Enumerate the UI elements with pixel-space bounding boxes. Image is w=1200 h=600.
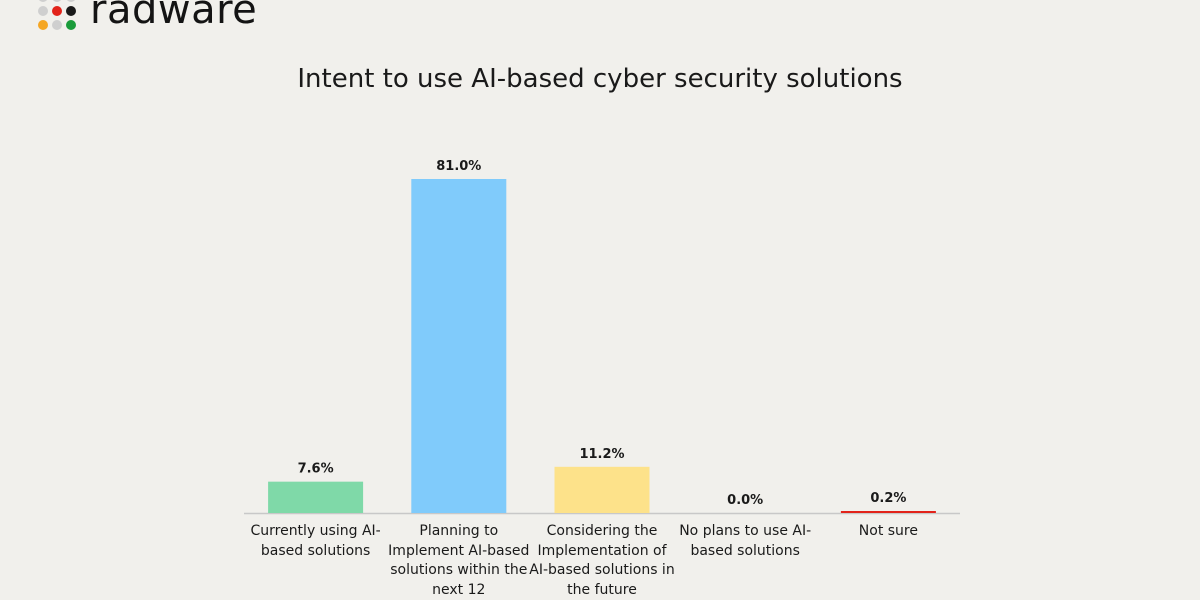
logo-dot (52, 20, 62, 30)
logo-dot (66, 20, 76, 30)
chart-title: Intent to use AI-based cyber security so… (297, 64, 903, 94)
data-label: 0.2% (870, 491, 906, 506)
logo-dot (66, 6, 76, 16)
brand-name: radware (90, 0, 258, 33)
data-label: 0.0% (727, 493, 763, 508)
logo-dot (52, 6, 62, 16)
logo-dots-icon (38, 0, 76, 30)
data-label: 81.0% (436, 159, 481, 174)
category-label: No plans to use AI-based solutions (679, 523, 812, 559)
logo-dot (39, 0, 47, 2)
category-label: Not sure (858, 523, 918, 539)
category-label: Currently using AI-based solutions (250, 523, 381, 559)
logo-dot (67, 0, 75, 2)
category-label: Planning to Implement AI-based solutions… (388, 523, 530, 598)
logo-dot (38, 6, 48, 16)
data-label: 11.2% (579, 447, 624, 462)
radware-logo: radware (34, 0, 264, 38)
bar (840, 511, 936, 513)
bar (268, 481, 364, 513)
logo-dot (53, 0, 61, 2)
logo-dot (38, 20, 48, 30)
bar (554, 466, 650, 513)
data-label: 7.6% (298, 462, 334, 477)
category-label: Considering the Implementation of AI-bas… (529, 523, 675, 598)
bar (411, 179, 507, 513)
